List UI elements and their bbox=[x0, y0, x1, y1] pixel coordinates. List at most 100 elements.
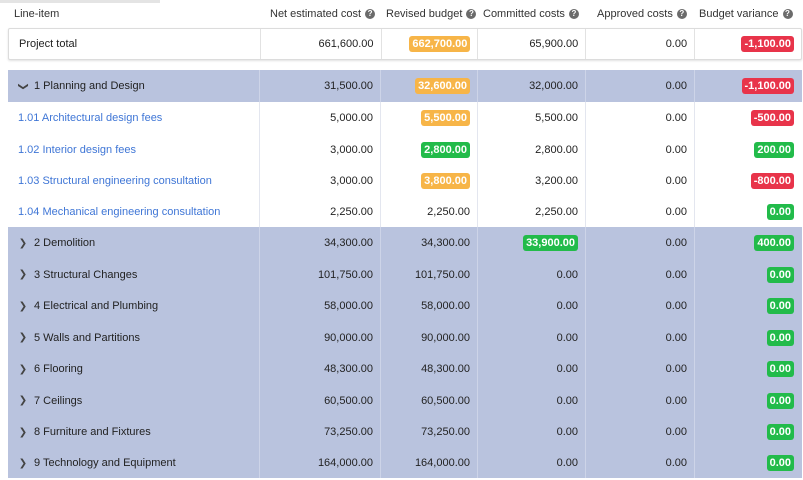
variance-badge: -500.00 bbox=[750, 110, 794, 126]
committed-costs-cell: 2,800.00 bbox=[478, 134, 586, 165]
committed-costs-badge: 33,900.00 bbox=[523, 235, 578, 251]
question-circle-icon[interactable]: ? bbox=[568, 9, 579, 19]
revised-budget-cell: 34,300.00 bbox=[381, 227, 478, 259]
committed-costs-cell: 0.00 bbox=[478, 448, 586, 478]
approved-costs-cell: 0.00 bbox=[586, 227, 695, 259]
variance-badge: 0.00 bbox=[766, 266, 794, 283]
chevron-right-icon[interactable]: ❯ bbox=[18, 395, 28, 406]
variance-badge: 0.00 bbox=[766, 455, 794, 471]
revised-budget-cell: 101,750.00 bbox=[381, 259, 478, 290]
group-row[interactable]: ❯ 1 Planning and Design 31,500.00 32,600.00… bbox=[8, 70, 802, 102]
total-committed-costs: 65,900.00 bbox=[478, 29, 587, 59]
approved-costs: 0.00 bbox=[665, 112, 687, 124]
line-item-name[interactable]: 1.04 Mechanical engineering consultation bbox=[18, 206, 221, 218]
revised-budget-cell: 48,300.00 bbox=[381, 353, 478, 385]
committed-costs-cell: 0.00 bbox=[478, 259, 586, 290]
line-item-name[interactable]: 1.01 Architectural design fees bbox=[18, 112, 163, 124]
budget-variance-cell: 0.00 bbox=[695, 259, 801, 290]
revised-budget-badge: 3,800.00 bbox=[421, 173, 470, 189]
net-estimated-cost: 164,000.00 bbox=[317, 457, 373, 469]
project-total-row: Project total 661,600.00 662,700.00 65,9… bbox=[8, 28, 802, 60]
group-row[interactable]: ❯ 7 Ceilings 60,500.00 60,500.00 0.00 0.00 0.0… bbox=[8, 385, 802, 416]
chevron-right-icon[interactable]: ❯ bbox=[18, 426, 28, 438]
chevron-right-icon[interactable]: ❯ bbox=[18, 332, 28, 343]
approved-costs-cell: 0.00 bbox=[586, 134, 695, 165]
budget-variance-cell: -500.00 bbox=[695, 102, 801, 134]
line-item-row[interactable]: 1.03 Structural engineering consultation… bbox=[8, 165, 802, 197]
question-circle-icon[interactable]: ? bbox=[782, 9, 793, 19]
approved-costs: 0.00 bbox=[665, 394, 687, 407]
total-approved-costs: 0.00 bbox=[586, 29, 696, 59]
group-row[interactable]: ❯ 8 Furniture and Fixtures 73,250.00 73,250… bbox=[8, 416, 802, 448]
chevron-right-icon[interactable]: ❯ bbox=[18, 237, 28, 249]
approved-costs: 0.00 bbox=[665, 363, 687, 375]
net-estimated-cost-cell: 2,250.00 bbox=[260, 197, 381, 227]
approved-costs: 0.00 bbox=[665, 206, 687, 218]
col-header-committed-costs[interactable]: Committed costs? bbox=[483, 8, 579, 20]
revised-budget: 90,000.00 bbox=[421, 331, 470, 344]
col-header-net-estimated-cost[interactable]: Net estimated cost? bbox=[270, 8, 376, 20]
committed-costs: 0.00 bbox=[556, 268, 578, 281]
line-item-name-cell: ❯ 6 Flooring bbox=[8, 353, 260, 385]
budget-variance-cell: 200.00 bbox=[695, 134, 801, 165]
line-item-name[interactable]: 1.03 Structural engineering consultation bbox=[18, 175, 212, 187]
committed-costs: 0.00 bbox=[556, 457, 578, 469]
committed-costs-cell: 0.00 bbox=[478, 385, 586, 416]
table-header: Line-item Net estimated cost? Revised bu… bbox=[0, 0, 803, 28]
net-estimated-cost: 90,000.00 bbox=[324, 331, 373, 344]
variance-badge: -1,100.00 bbox=[741, 36, 794, 52]
line-item-name: 3 Structural Changes bbox=[34, 268, 138, 281]
committed-costs-cell: 5,500.00 bbox=[478, 102, 586, 134]
net-estimated-cost-cell: 73,250.00 bbox=[260, 416, 381, 448]
budget-variance-cell: 0.00 bbox=[695, 353, 801, 385]
approved-costs: 0.00 bbox=[665, 331, 687, 344]
group-row[interactable]: ❯ 6 Flooring 48,300.00 48,300.00 0.00 0.00 0.0… bbox=[8, 353, 802, 385]
net-estimated-cost-cell: 48,300.00 bbox=[260, 353, 381, 385]
chevron-down-icon[interactable]: ❯ bbox=[17, 81, 29, 91]
col-header-line-item[interactable]: Line-item bbox=[14, 8, 60, 20]
line-item-name: 1 Planning and Design bbox=[34, 80, 145, 92]
question-circle-icon[interactable]: ? bbox=[676, 9, 687, 19]
variance-badge: -800.00 bbox=[750, 173, 794, 189]
net-estimated-cost-cell: 34,300.00 bbox=[260, 227, 381, 259]
revised-budget-badge: 662,700.00 bbox=[409, 36, 471, 52]
chevron-right-icon[interactable]: ❯ bbox=[18, 269, 28, 280]
committed-costs-cell: 0.00 bbox=[478, 353, 586, 385]
group-row[interactable]: ❯ 5 Walls and Partitions 90,000.00 90,000.0… bbox=[8, 322, 802, 353]
variance-badge: 0.00 bbox=[766, 204, 794, 220]
group-row[interactable]: ❯ 2 Demolition 34,300.00 34,300.00 33,900.00… bbox=[8, 227, 802, 259]
group-row[interactable]: ❯ 4 Electrical and Plumbing 58,000.00 58,00… bbox=[8, 290, 802, 322]
net-estimated-cost: 3,000.00 bbox=[330, 143, 373, 156]
committed-costs: 0.00 bbox=[556, 331, 578, 344]
line-item-row[interactable]: 1.02 Interior design fees 3,000.00 2,800.0… bbox=[8, 134, 802, 165]
group-row[interactable]: ❯ 3 Structural Changes 101,750.00 101,750.0… bbox=[8, 259, 802, 290]
col-header-approved-costs[interactable]: Approved costs? bbox=[597, 8, 687, 20]
revised-budget-cell: 3,800.00 bbox=[381, 165, 478, 197]
approved-costs: 0.00 bbox=[665, 457, 687, 469]
line-item-name-cell: 1.02 Interior design fees bbox=[8, 134, 260, 165]
net-estimated-cost-cell: 31,500.00 bbox=[260, 70, 381, 102]
question-circle-icon[interactable]: ? bbox=[466, 9, 477, 19]
net-estimated-cost-cell: 3,000.00 bbox=[260, 134, 381, 165]
revised-budget-cell: 32,600.00 bbox=[381, 70, 478, 102]
chevron-right-icon[interactable]: ❯ bbox=[18, 363, 28, 375]
line-item-name: 7 Ceilings bbox=[34, 394, 83, 407]
chevron-right-icon[interactable]: ❯ bbox=[18, 300, 28, 312]
budget-variance-cell: 0.00 bbox=[695, 290, 801, 322]
question-circle-icon[interactable]: ? bbox=[365, 9, 376, 19]
approved-costs: 0.00 bbox=[665, 143, 687, 156]
approved-costs-cell: 0.00 bbox=[586, 385, 695, 416]
approved-costs-cell: 0.00 bbox=[586, 70, 695, 102]
line-item-name[interactable]: 1.02 Interior design fees bbox=[18, 143, 137, 156]
col-header-budget-variance[interactable]: Budget variance? bbox=[699, 8, 793, 20]
chevron-right-icon[interactable]: ❯ bbox=[18, 457, 28, 469]
revised-budget-cell: 58,000.00 bbox=[381, 290, 478, 322]
committed-costs: 0.00 bbox=[556, 394, 578, 407]
line-item-row[interactable]: 1.04 Mechanical engineering consultation… bbox=[8, 197, 802, 227]
budget-variance-cell: 0.00 bbox=[695, 197, 801, 227]
col-header-revised-budget[interactable]: Revised budget? bbox=[386, 8, 477, 20]
group-row[interactable]: ❯ 9 Technology and Equipment 164,000.00 164… bbox=[8, 448, 802, 478]
line-item-row[interactable]: 1.01 Architectural design fees 5,000.00 5,… bbox=[8, 102, 802, 134]
line-item-name-cell: 1.04 Mechanical engineering consultation bbox=[8, 197, 260, 227]
approved-costs-cell: 0.00 bbox=[586, 322, 695, 353]
